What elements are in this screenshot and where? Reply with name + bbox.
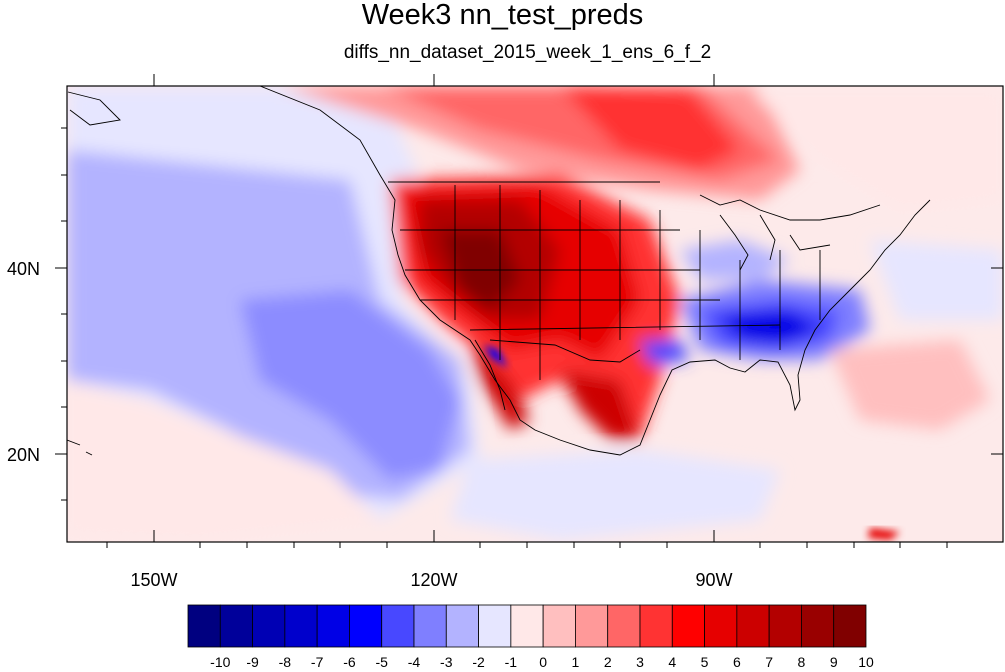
colorbar-swatch	[575, 604, 609, 648]
colorbar-label: -6	[343, 654, 356, 670]
colorbar-swatch	[671, 604, 705, 648]
colorbar-label: -4	[408, 654, 421, 670]
lat-label-40n: 40N	[7, 259, 40, 279]
colorbar-label: -10	[210, 654, 230, 670]
colorbar-label: 8	[798, 654, 806, 670]
colorbar-label: 7	[765, 654, 773, 670]
lon-label-90w: 90W	[695, 570, 732, 590]
colorbar-label: 1	[572, 654, 580, 670]
colorbar-swatch	[768, 604, 802, 648]
colorbar-swatch	[316, 604, 350, 648]
colorbar-label: -2	[472, 654, 485, 670]
colorbar-label: -9	[246, 654, 259, 670]
colorbar-label: 0	[539, 654, 547, 670]
lon-label-150w: 150W	[130, 570, 177, 590]
colorbar-swatch	[349, 604, 383, 648]
colorbar-label: 3	[636, 654, 644, 670]
colorbar-swatch	[607, 604, 641, 648]
colorbar-label: 6	[733, 654, 741, 670]
colorbar-label: 2	[604, 654, 612, 670]
colorbar-label: 10	[858, 654, 874, 670]
colorbar-swatch	[542, 604, 576, 648]
colorbar-swatch	[445, 604, 479, 648]
map-subtitle: diffs_nn_dataset_2015_week_1_ens_6_f_2	[343, 42, 712, 63]
colorbar-swatch	[704, 604, 738, 648]
colorbar-swatch	[833, 604, 867, 648]
colorbar-label: -7	[311, 654, 324, 670]
colorbar-swatch	[252, 604, 286, 648]
anomaly-field	[67, 86, 1003, 542]
colorbar-label: 9	[830, 654, 838, 670]
colorbar-label: -5	[375, 654, 388, 670]
colorbar-swatch	[381, 604, 415, 648]
colorbar-swatch	[510, 604, 544, 648]
colorbar-label: -3	[440, 654, 453, 670]
colorbar-swatch	[219, 604, 253, 648]
lat-label-20n: 20N	[7, 445, 40, 465]
colorbar-swatch	[478, 604, 512, 648]
colorbar-label: -1	[505, 654, 518, 670]
colorbar-label: 5	[701, 654, 709, 670]
map-title: Week3 nn_test_preds	[361, 0, 644, 31]
colorbar-swatch	[801, 604, 835, 648]
lat-ticks	[55, 127, 1003, 501]
colorbar: -10 -9 -8 -7 -6 -5 -4 -3 -2 -1 0 1 2 3 4 5 6 7 8 9 10	[187, 604, 874, 670]
colorbar-swatch	[736, 604, 770, 648]
colorbar-label: 4	[668, 654, 676, 670]
colorbar-label: -8	[279, 654, 292, 670]
colorbar-swatch	[284, 604, 318, 648]
colorbar-swatch	[413, 604, 447, 648]
lon-ticks	[106, 74, 948, 548]
coastlines	[67, 86, 931, 456]
lon-label-120w: 120W	[410, 570, 457, 590]
colorbar-swatch	[639, 604, 673, 648]
colorbar-swatch	[187, 604, 221, 648]
